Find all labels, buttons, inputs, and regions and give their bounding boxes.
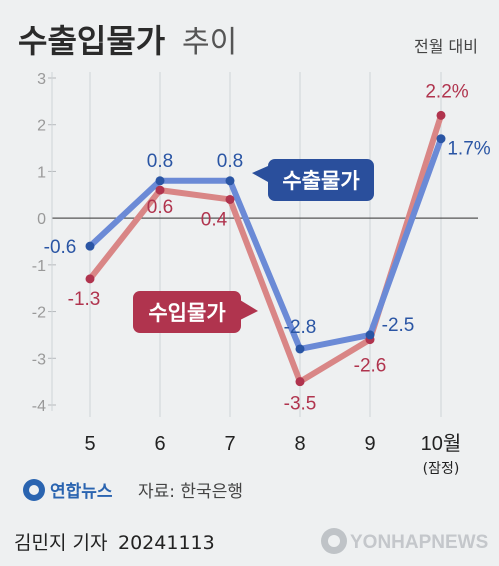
- grid: [89, 72, 442, 417]
- footer-author: 김민지 기자: [14, 532, 107, 554]
- data-point-1-0: [85, 274, 95, 284]
- y-tick-label: -2: [32, 305, 46, 322]
- y-tick-label: 2: [37, 118, 46, 135]
- data-label-0-2: 0.8: [217, 151, 243, 172]
- agency-watermark: YONHAPNEWS: [321, 528, 488, 554]
- data-point-0-2: [225, 176, 235, 186]
- data-label-0-0: -0.6: [44, 237, 77, 258]
- brand-logo: 연합뉴스: [23, 479, 113, 502]
- axes: 3 2 1 0 -1 -2 -3 -4 5 6 7 8 9 10월 (잠정): [32, 71, 478, 477]
- data-label-1-0: -1.3: [68, 289, 101, 310]
- x-tick-sublabel: (잠정): [423, 461, 460, 477]
- source-brand: 연합뉴스: [50, 481, 113, 502]
- chart-subtitle: 추이: [182, 25, 237, 60]
- data-point-0-5: [436, 134, 446, 144]
- data-label-1-1: 0.6: [147, 197, 173, 218]
- legend-export-box: [268, 159, 374, 201]
- data-label-1-3: -3.5: [284, 394, 317, 415]
- footer-bar: [0, 518, 499, 566]
- data-label-0-1: 0.8: [147, 151, 173, 172]
- legend-import: 수입물가: [133, 291, 258, 333]
- x-tick-label: 9: [364, 433, 375, 455]
- legend-export: 수출물가: [252, 159, 374, 201]
- data-label-1-5: 2.2%: [425, 81, 468, 102]
- series-line-0: [87, 135, 444, 352]
- footer-date: 20241113: [118, 532, 215, 554]
- y-tick-label: -4: [32, 398, 46, 415]
- y-tick-label: 1: [37, 164, 46, 181]
- legend-export-label: 수출물가: [282, 169, 360, 193]
- data-point-0-3: [295, 344, 305, 354]
- data-point-1-2: [225, 194, 235, 204]
- source-text: 자료: 한국은행: [138, 482, 243, 502]
- x-tick-label: 7: [224, 433, 235, 455]
- y-tick-label: -3: [32, 351, 46, 368]
- data-label-1-4: -2.6: [354, 356, 387, 377]
- legend-import-box: [133, 291, 241, 333]
- data-point-0-1: [155, 176, 165, 186]
- data-label-0-4: -2.5: [382, 315, 415, 336]
- data-label-1-2: 0.4: [201, 209, 228, 230]
- x-tick-label: 8: [294, 433, 305, 455]
- x-tick-label: 5: [84, 433, 95, 455]
- chart-title: 수출입물가: [18, 22, 165, 60]
- data-point-0-4: [365, 330, 375, 340]
- x-tick-label: 10월: [421, 432, 462, 455]
- series-line-1: [87, 112, 444, 385]
- data-point-1-1: [155, 185, 165, 195]
- data-labels: -0.6 0.8 0.8 -2.8 -2.5 1.7% -1.3 0.6 0.4 -3.5 -2.6…: [44, 81, 491, 414]
- legend-export-pointer: [252, 166, 268, 182]
- y-tick-label: -1: [32, 258, 46, 275]
- data-point-1-5: [436, 110, 446, 120]
- x-tick-label: 6: [154, 433, 165, 455]
- legend-import-pointer: [240, 300, 258, 320]
- y-tick-label: 3: [37, 71, 46, 88]
- legend-import-label: 수입물가: [148, 301, 226, 325]
- agency-name: YONHAPNEWS: [350, 532, 488, 553]
- data-label-0-3: -2.8: [284, 317, 317, 338]
- unit-label: 전월 대비: [414, 37, 478, 56]
- data-label-0-5: 1.7%: [447, 139, 490, 160]
- y-tick-label: 0: [37, 211, 46, 228]
- data-point-0-0: [85, 241, 95, 251]
- data-point-1-3: [295, 377, 305, 387]
- series: [85, 110, 446, 387]
